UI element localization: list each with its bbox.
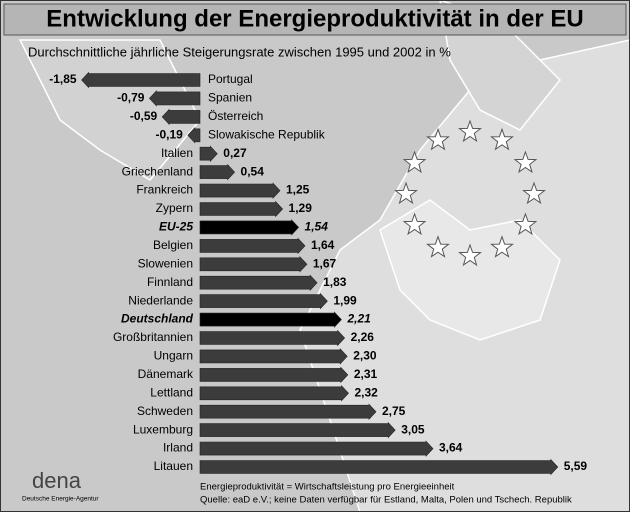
- category-label: Niederlande: [128, 293, 193, 307]
- category-label: Luxemburg: [133, 422, 193, 436]
- star: [513, 212, 538, 236]
- bar: [161, 108, 201, 126]
- bar: [148, 90, 201, 107]
- star: [522, 181, 546, 205]
- star: [402, 212, 427, 236]
- star: [426, 235, 450, 258]
- category-label: Lettland: [150, 385, 193, 399]
- value-label: -0,79: [117, 91, 145, 105]
- value-label: 1,83: [323, 275, 347, 289]
- value-label: 1,54: [305, 220, 329, 234]
- value-label: 5,59: [564, 459, 588, 473]
- category-label: Finnland: [147, 275, 193, 289]
- category-label: Spanien: [208, 91, 252, 105]
- value-label: -0,59: [130, 109, 158, 123]
- category-label: Ungarn: [154, 349, 193, 363]
- value-label: 0,54: [241, 164, 265, 178]
- category-label: Slowakische Republik: [208, 127, 326, 141]
- category-label: Großbritannien: [113, 330, 193, 344]
- star: [458, 243, 482, 267]
- note: Energieproduktivität = Wirtschaftsleistu…: [200, 482, 455, 493]
- value-label: 2,31: [354, 367, 378, 381]
- value-label: 1,67: [313, 256, 337, 270]
- note: Quelle: eaD e.V.; keine Daten verfügbar …: [200, 495, 572, 506]
- bar: [199, 292, 328, 310]
- category-label: Deutschland: [121, 312, 194, 326]
- category-label: Litauen: [154, 459, 193, 473]
- category-label: Zypern: [156, 201, 193, 215]
- value-label: -0,19: [155, 127, 183, 141]
- bar: [199, 163, 236, 181]
- bar: [187, 127, 201, 144]
- map: [18, 0, 630, 513]
- star: [394, 181, 418, 205]
- title-box: [3, 3, 627, 36]
- bar: [199, 274, 318, 291]
- bar: [199, 311, 342, 328]
- eu-stars: [394, 119, 546, 267]
- bar: [199, 458, 559, 476]
- value-label: 1,29: [289, 201, 313, 215]
- category-label: Portugal: [208, 72, 253, 86]
- chart-title: Entwicklung der Energieproduktivität in …: [46, 5, 583, 32]
- value-label: 1,99: [333, 293, 357, 307]
- bar: [199, 421, 396, 439]
- bar: [199, 219, 300, 236]
- category-label: Italien: [161, 146, 193, 160]
- star: [490, 235, 514, 258]
- logo: dena: [32, 468, 82, 493]
- value-label: 1,25: [286, 183, 310, 197]
- category-label: Griechenland: [122, 164, 193, 178]
- value-label: 2,26: [351, 330, 375, 344]
- category-label: Schweden: [137, 404, 193, 418]
- star: [513, 150, 538, 174]
- category-label: EU-25: [159, 220, 193, 234]
- bar: [199, 200, 284, 218]
- bar: [199, 256, 308, 273]
- value-label: 1,64: [311, 238, 335, 252]
- bar: [199, 366, 349, 384]
- bar: [199, 145, 218, 162]
- value-label: -1,85: [49, 72, 77, 86]
- category-label: Frankreich: [136, 183, 193, 197]
- star: [490, 127, 514, 151]
- subtitle: Durchschnittliche jährliche Steigerungsr…: [28, 44, 451, 59]
- value-label: 3,05: [401, 422, 425, 436]
- category-label: Slowenien: [138, 256, 193, 270]
- category-label: Dänemark: [138, 367, 194, 381]
- value-label: 2,21: [346, 312, 371, 326]
- value-label: 3,64: [439, 441, 463, 455]
- bar: [199, 440, 434, 457]
- star: [426, 127, 450, 151]
- value-label: 2,32: [354, 385, 378, 399]
- value-label: 0,27: [223, 146, 247, 160]
- bar: [199, 348, 348, 365]
- bar: [199, 237, 306, 255]
- bar: [81, 71, 201, 89]
- category-label: Irland: [163, 441, 193, 455]
- category-label: Belgien: [153, 238, 193, 252]
- bar: [199, 385, 349, 402]
- value-label: 2,30: [353, 349, 377, 363]
- bar: [199, 329, 346, 347]
- bar: [199, 403, 377, 420]
- logo-subtitle: Deutsche Energie-Agentur: [22, 496, 99, 503]
- value-label: 2,75: [382, 404, 406, 418]
- star: [402, 150, 427, 174]
- star: [458, 119, 482, 143]
- bar: [199, 182, 281, 199]
- category-label: Österreich: [208, 109, 263, 123]
